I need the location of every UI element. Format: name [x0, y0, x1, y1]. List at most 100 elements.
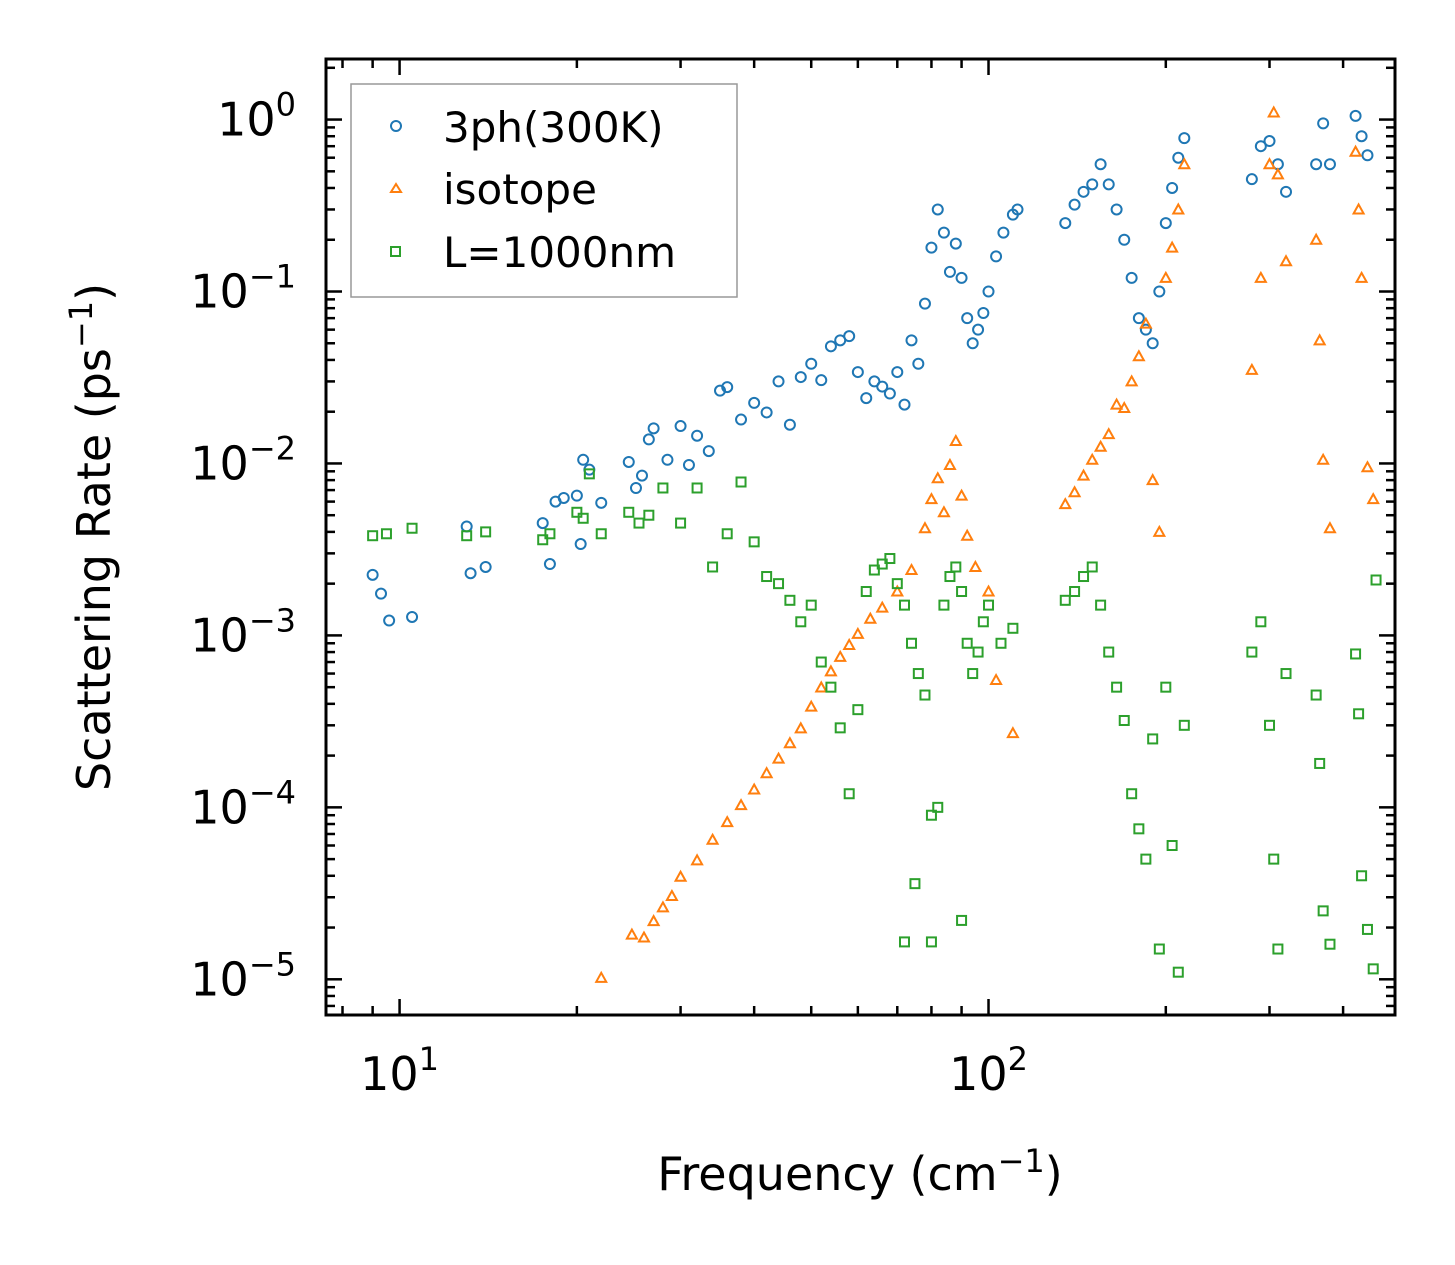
data-point — [1317, 117, 1330, 130]
data-point — [990, 250, 1003, 263]
data-point — [884, 553, 896, 565]
y-tick-label-base: 10 — [190, 265, 249, 319]
series-layer — [366, 105, 1382, 983]
y-tick-label-exp: −4 — [249, 773, 296, 811]
data-point — [924, 492, 939, 505]
data-point — [705, 832, 720, 845]
data-point — [1132, 349, 1146, 362]
data-point — [557, 491, 570, 504]
data-point — [1076, 468, 1091, 481]
data-point — [1271, 167, 1285, 180]
data-point — [1111, 681, 1123, 693]
data-point — [1312, 333, 1327, 346]
data-point — [1280, 185, 1293, 198]
data-point — [1246, 646, 1258, 658]
data-point — [594, 970, 608, 983]
data-point — [773, 578, 785, 590]
x-axis-title-base: Frequency (cm — [657, 1147, 997, 1201]
data-point — [691, 482, 703, 494]
data-point — [1348, 144, 1363, 157]
data-point — [1280, 668, 1292, 680]
legend-label-3ph: 3ph(300K) — [443, 103, 663, 152]
data-point — [805, 357, 818, 370]
data-point — [1059, 594, 1071, 606]
data-point — [1125, 271, 1138, 284]
data-point — [1160, 681, 1172, 693]
data-point — [967, 668, 979, 680]
data-point — [570, 489, 583, 502]
data-point — [1110, 203, 1123, 216]
data-point — [747, 782, 761, 795]
data-point — [375, 587, 388, 600]
data-point — [972, 646, 984, 658]
data-point — [464, 567, 477, 580]
data-point — [977, 306, 990, 319]
data-point — [1310, 689, 1322, 701]
data-point — [938, 599, 950, 611]
data-point — [406, 610, 419, 623]
legend-marker-isotope — [389, 182, 403, 193]
data-point — [1102, 178, 1115, 191]
data-point — [1272, 943, 1284, 955]
data-point — [661, 453, 674, 466]
data-point — [1145, 473, 1160, 486]
data-point — [898, 936, 910, 948]
data-point — [1178, 719, 1190, 731]
data-point — [537, 534, 549, 546]
data-point — [1078, 571, 1090, 583]
data-point — [665, 888, 679, 902]
y-tick-label: 10−4 — [190, 773, 296, 834]
data-point — [949, 237, 962, 250]
legend-box — [350, 83, 738, 298]
data-point — [918, 297, 931, 310]
data-point — [983, 599, 995, 611]
data-point — [1153, 285, 1166, 298]
data-point — [1370, 574, 1382, 586]
data-point — [1279, 254, 1293, 267]
data-point — [633, 517, 645, 529]
data-point — [904, 562, 919, 576]
data-point — [925, 936, 937, 948]
data-point — [1139, 323, 1152, 336]
data-point — [622, 455, 635, 468]
data-point — [931, 203, 944, 216]
data-point — [748, 536, 760, 548]
y-tick-label-base: 10 — [190, 436, 249, 490]
data-point — [1367, 963, 1379, 975]
data-point — [1085, 452, 1099, 465]
y-tick-label: 10−2 — [190, 429, 296, 490]
data-point — [937, 505, 951, 518]
data-point — [956, 914, 968, 926]
legend-marker-3ph — [390, 120, 402, 132]
data-point — [954, 488, 969, 501]
y-tick-label: 10−1 — [190, 258, 296, 319]
data-point — [625, 927, 639, 940]
data-point — [380, 528, 392, 540]
data-point — [950, 561, 962, 573]
data-point — [1118, 714, 1130, 726]
data-point — [1095, 599, 1107, 611]
data-point — [406, 522, 418, 534]
data-point — [891, 366, 904, 379]
legend-marker-l1000 — [390, 246, 401, 257]
legend-label-isotope: isotope — [443, 165, 597, 214]
data-point — [804, 699, 818, 712]
data-point — [1353, 708, 1365, 720]
data-point — [1323, 158, 1336, 171]
data-point — [544, 528, 556, 540]
data-point — [1147, 733, 1159, 745]
data-point — [646, 914, 661, 927]
data-point — [642, 433, 655, 446]
data-point — [577, 453, 590, 466]
data-point — [937, 226, 950, 239]
data-point — [919, 689, 931, 701]
data-point — [1069, 586, 1081, 598]
data-point — [543, 558, 556, 571]
data-point — [656, 900, 670, 913]
data-point — [571, 506, 583, 518]
data-point — [932, 801, 944, 813]
x-tick-label-base: 10 — [360, 1047, 419, 1101]
data-point — [834, 722, 846, 734]
data-point — [876, 558, 888, 570]
data-point — [1058, 497, 1072, 510]
